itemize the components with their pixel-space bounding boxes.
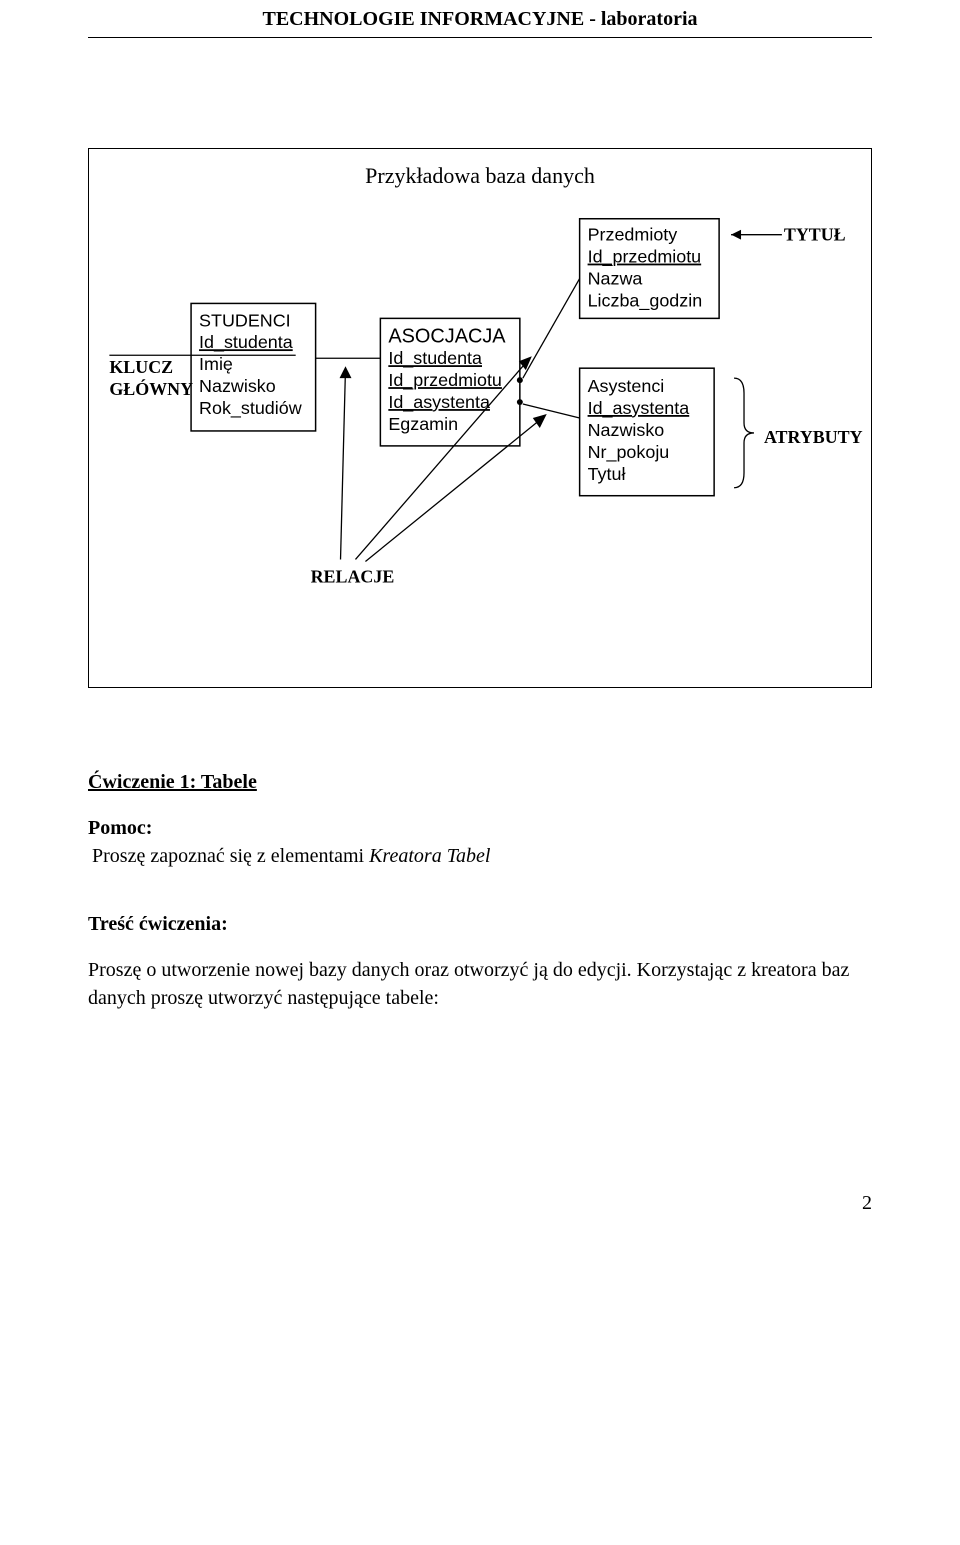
diagram-frame: Przykładowa baza danych STUDENCI Id_stud… [88,148,872,688]
entity-asystenci-field-id: Id_asystenta [588,398,690,419]
brace-atrybuty [734,378,754,488]
arrow-relacje-1-head [340,366,352,378]
entity-studenci-title: STUDENCI [199,310,291,330]
entity-przedmioty-field-id: Id_przedmiotu [588,247,702,268]
arrow-tytul-head [731,230,741,240]
dot-asocjacja-2 [517,399,523,405]
arrow-relacje-3-head [533,414,547,428]
body-text: Ćwiczenie 1: Tabele Pomoc: Proszę zapozn… [88,768,872,1012]
header-rule [88,37,872,38]
label-tytul: TYTUŁ [784,225,846,245]
er-diagram: STUDENCI Id_studenta Imię Nazwisko Rok_s… [89,149,871,687]
page-header: TECHNOLOGIE INFORMACYJNE - laboratoria [88,0,872,37]
entity-studenci-field-rok: Rok_studiów [199,398,302,419]
entity-studenci-field-id: Id_studenta [199,332,293,353]
entity-asystenci-field-tytul: Tytuł [588,464,626,484]
entity-studenci-field-imie: Imię [199,354,233,374]
entity-asocjacja-field-asystenta: Id_asystenta [388,392,490,413]
entity-asocjacja-field-egzamin: Egzamin [388,414,458,434]
entity-przedmioty-title: Przedmioty [588,225,678,245]
dot-asocjacja-1 [517,377,523,383]
label-klucz-1: KLUCZ [109,357,173,377]
label-klucz-2: GŁÓWNY [109,378,193,399]
help-text-2: Kreatora Tabel [369,845,490,867]
help-line: Proszę zapoznać się z elementami Kreator… [88,842,872,870]
entity-asystenci-title: Asystenci [588,376,665,396]
page-number: 2 [88,1192,872,1215]
rel-asocjacja-asystenci [523,404,580,418]
arrow-relacje-1-line [341,368,346,559]
entity-przedmioty-field-liczba: Liczba_godzin [588,290,703,311]
label-atrybuty: ATRYBUTY [764,427,863,447]
entity-asocjacja-field-przedmiotu: Id_przedmiotu [388,370,502,391]
exercise-heading: Ćwiczenie 1: Tabele [88,768,872,796]
content-paragraph: Proszę o utworzenie nowej bazy danych or… [88,956,872,1012]
label-relacje: RELACJE [311,566,395,586]
entity-asystenci-field-nazwisko: Nazwisko [588,420,665,440]
entity-asocjacja-field-studenta: Id_studenta [388,348,482,369]
help-label: Pomoc: [88,814,872,842]
rel-asocjacja-przedmioty [523,279,580,379]
entity-asocjacja-title: ASOCJACJA [388,325,506,347]
entity-studenci-field-nazwisko: Nazwisko [199,376,276,396]
entity-przedmioty-field-nazwa: Nazwa [588,268,643,288]
help-text-1: Proszę zapoznać się z elementami [92,845,369,867]
arrow-relacje-3-line [365,416,544,561]
content-label: Treść ćwiczenia: [88,910,872,938]
entity-asystenci-field-nrpokoju: Nr_pokoju [588,442,670,463]
